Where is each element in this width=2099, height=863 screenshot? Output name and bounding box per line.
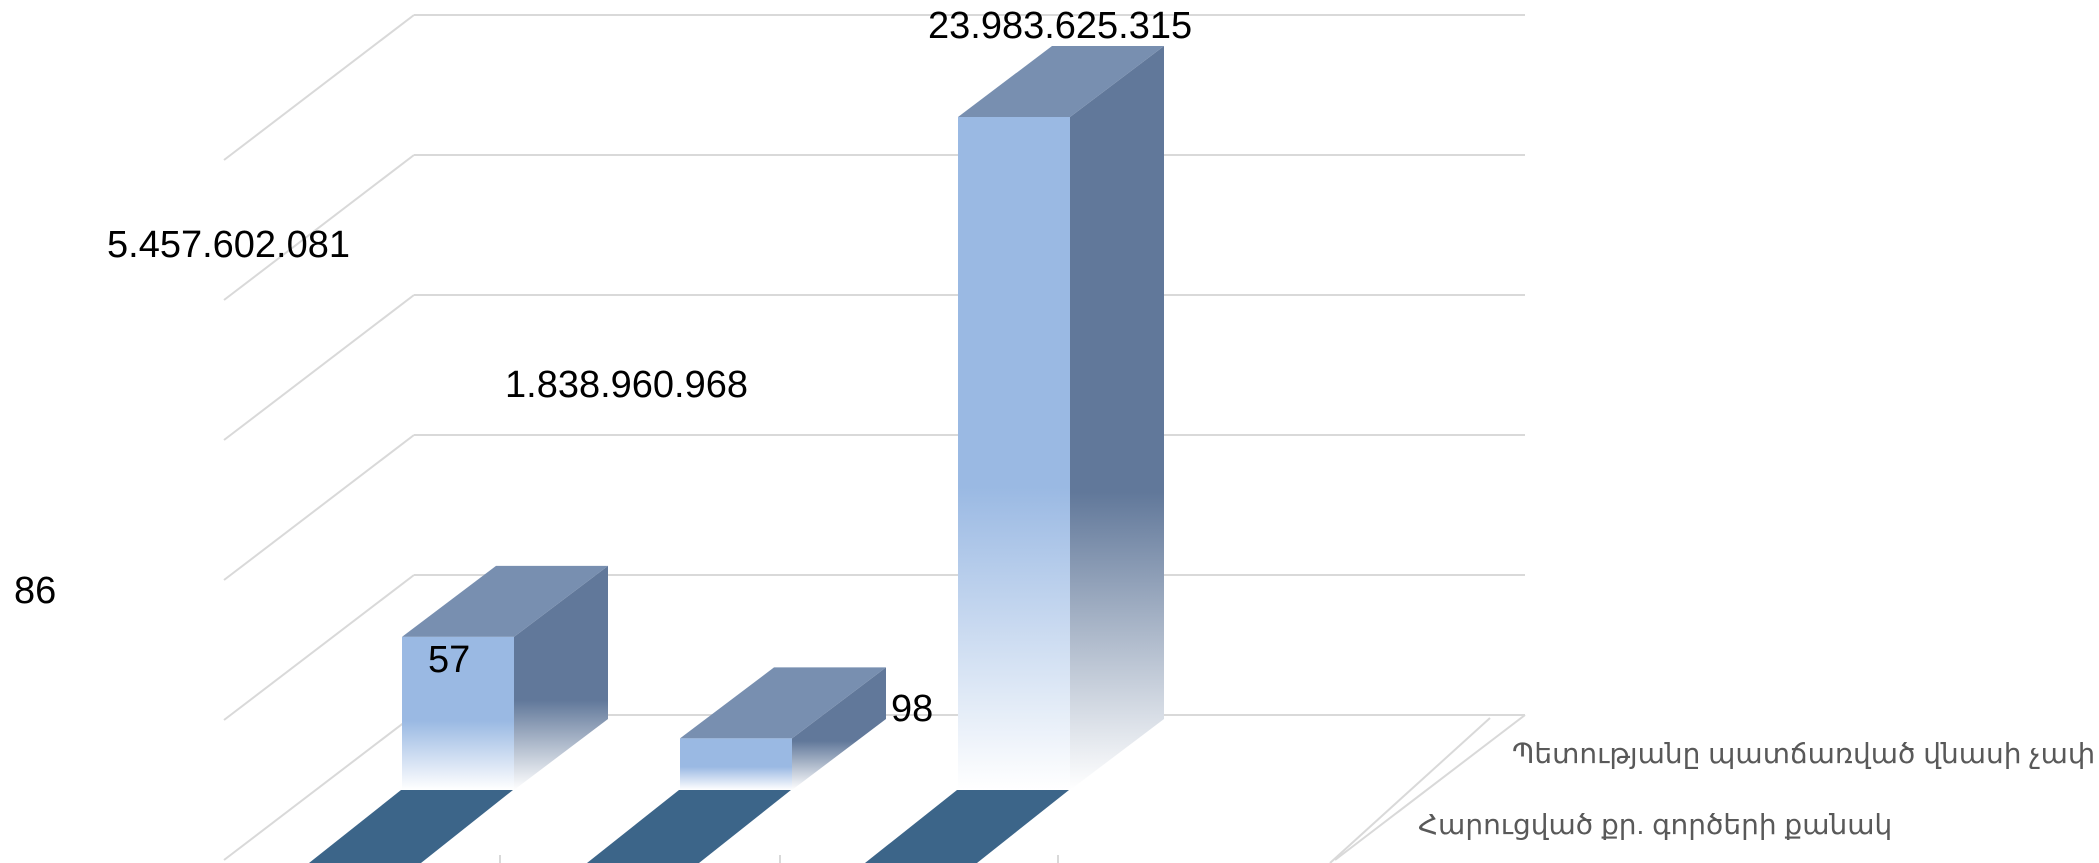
series-label: Պետությանը պատճառված վնասի չափ	[1512, 738, 2095, 769]
floor-edge	[1329, 717, 1491, 863]
data-label: 57	[428, 639, 470, 681]
bar-floor	[865, 790, 1069, 863]
data-label: 23.983.625.315	[928, 5, 1192, 47]
bar-front	[680, 738, 792, 790]
bar-top	[680, 667, 886, 739]
gridline-side	[223, 574, 415, 721]
bar-top	[402, 565, 608, 637]
bar-front	[958, 117, 1070, 790]
floor-edge	[1334, 714, 1526, 861]
bar-floor	[309, 790, 513, 863]
bar-side	[514, 565, 608, 790]
data-label: 98	[891, 688, 933, 730]
gridline-side	[223, 14, 415, 161]
data-label: 1.838.960.968	[505, 364, 748, 406]
data-label: 86	[14, 570, 56, 612]
gridline-side	[223, 154, 415, 301]
bar	[958, 46, 1164, 790]
floor-bars	[309, 790, 1069, 863]
bar	[402, 565, 608, 790]
bar-side	[792, 667, 886, 790]
bar-floor	[587, 790, 791, 863]
bar-side	[1070, 46, 1164, 790]
bar	[680, 667, 886, 790]
bar-top	[958, 46, 1164, 117]
gridline-side	[223, 434, 415, 581]
series-axis-labels: Պետությանը պատճառված վնասի չափ Հարուցված …	[1418, 738, 2095, 840]
data-labels: 5.457.602.081 1.838.960.968 23.983.625.315…	[14, 5, 1192, 730]
bar-front	[402, 636, 514, 790]
gridline-side	[223, 294, 415, 441]
data-label: 5.457.602.081	[107, 224, 350, 266]
gridline-side	[223, 714, 415, 861]
series-label: Հարուցված քր. գործերի քանակ	[1418, 809, 1892, 840]
bars	[402, 46, 1164, 790]
